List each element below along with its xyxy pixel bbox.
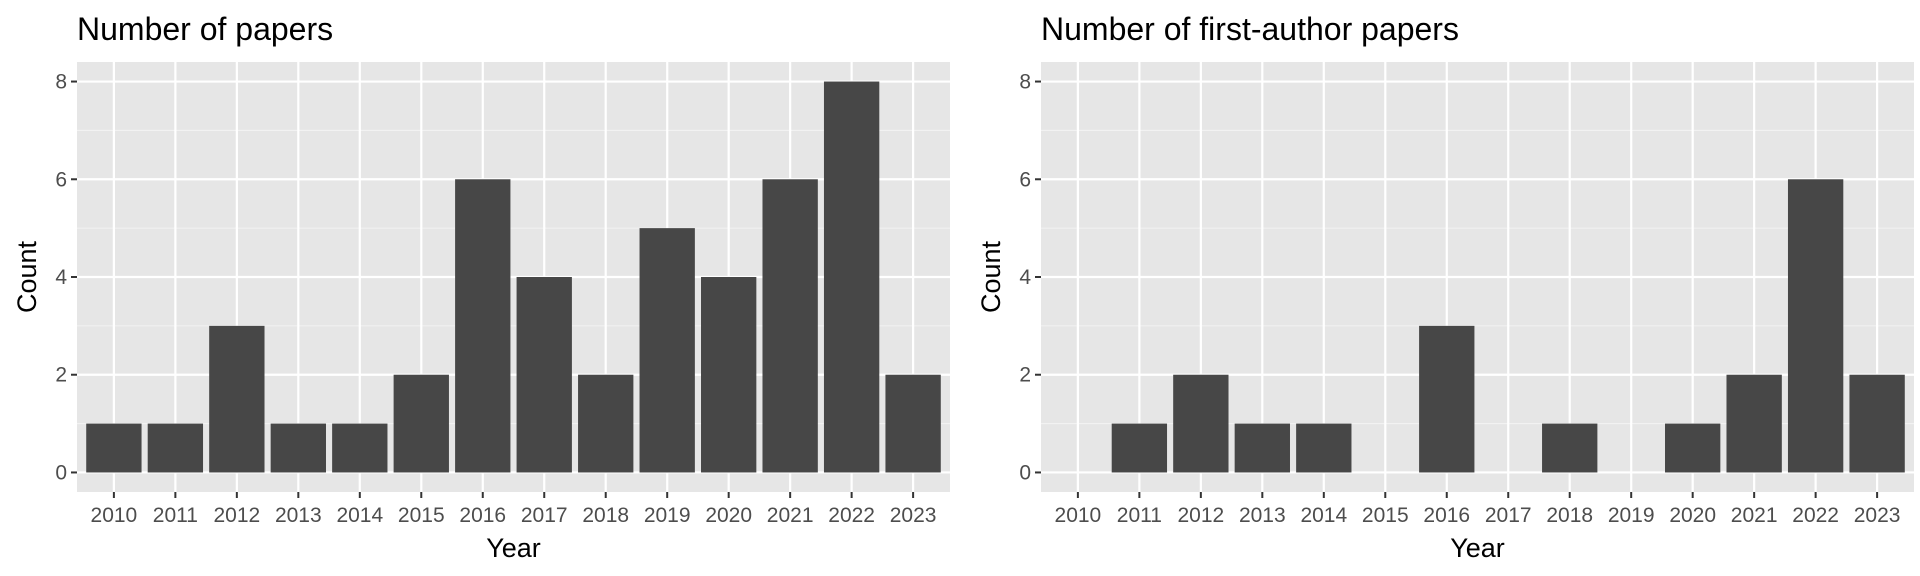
y-tick-label: 4 xyxy=(1019,266,1031,289)
x-tick-label: 2022 xyxy=(1792,504,1839,527)
x-tick-label: 2018 xyxy=(1546,504,1593,527)
chart-papers: 0 2 4 6 8 2010 2011 2012 2013 2014 2015 2016 2017 201… xyxy=(12,11,950,563)
x-tick-label: 2013 xyxy=(1239,504,1286,527)
y-tick-label: 6 xyxy=(55,168,67,191)
y-axis-title: Count xyxy=(976,240,1006,313)
x-tick-label: 2021 xyxy=(1731,504,1778,527)
bar-2014 xyxy=(1296,423,1352,473)
x-axis-title: Year xyxy=(1450,533,1505,563)
x-tick-label: 2014 xyxy=(336,504,383,527)
bar-2022 xyxy=(823,81,880,473)
x-tick-label: 2020 xyxy=(705,504,752,527)
bar-2023 xyxy=(1849,374,1905,473)
bar-2010 xyxy=(86,423,142,473)
chart-title: Number of papers xyxy=(77,11,333,47)
y-tick-label: 4 xyxy=(55,266,67,289)
chart-title: Number of first-author papers xyxy=(1041,11,1459,47)
x-tick-label: 2019 xyxy=(1608,504,1655,527)
x-tick-label: 2010 xyxy=(91,504,138,527)
bar-2012 xyxy=(209,325,265,473)
y-tick-label: 2 xyxy=(1019,364,1031,387)
y-tick-label: 0 xyxy=(55,461,67,484)
bar-2018 xyxy=(578,374,634,473)
x-tick-label: 2017 xyxy=(521,504,568,527)
x-tick-label: 2016 xyxy=(1423,504,1470,527)
bar-2015 xyxy=(393,374,449,473)
bar-2011 xyxy=(1111,423,1168,473)
x-tick-label: 2021 xyxy=(767,504,814,527)
bar-2018 xyxy=(1542,423,1598,473)
x-tick-label: 2015 xyxy=(398,504,445,527)
x-tick-label: 2014 xyxy=(1300,504,1347,527)
x-tick-label: 2016 xyxy=(459,504,506,527)
y-tick-label: 8 xyxy=(1019,71,1031,94)
bar-2013 xyxy=(1234,423,1290,473)
bar-2021 xyxy=(762,179,818,473)
x-tick-label: 2010 xyxy=(1055,504,1102,527)
bar-2011 xyxy=(147,423,204,473)
bar-2021 xyxy=(1726,374,1782,473)
y-tick-label: 2 xyxy=(55,364,67,387)
bar-2012 xyxy=(1173,374,1229,473)
y-axis-title: Count xyxy=(12,240,42,313)
x-tick-label: 2018 xyxy=(582,504,629,527)
chart-first-author-papers: 0 2 4 6 8 2010 2011 2012 2013 2014 2015 2016 2017 201… xyxy=(976,11,1914,563)
x-tick-label: 2023 xyxy=(890,504,937,527)
bar-2023 xyxy=(885,374,941,473)
x-tick-label: 2011 xyxy=(153,504,198,527)
x-tick-label: 2020 xyxy=(1669,504,1716,527)
bar-2016 xyxy=(455,179,511,473)
x-tick-label: 2019 xyxy=(644,504,691,527)
bar-2014 xyxy=(332,423,388,473)
bar-2022 xyxy=(1787,179,1844,473)
bar-2020 xyxy=(1665,423,1721,473)
y-tick-label: 0 xyxy=(1019,461,1031,484)
x-tick-label: 2022 xyxy=(828,504,875,527)
y-tick-label: 6 xyxy=(1019,168,1031,191)
bar-2016 xyxy=(1419,325,1475,473)
y-tick-label: 8 xyxy=(55,71,67,94)
x-tick-label: 2015 xyxy=(1362,504,1409,527)
bar-2013 xyxy=(270,423,326,473)
x-tick-label: 2012 xyxy=(1177,504,1224,527)
x-tick-label: 2017 xyxy=(1485,504,1532,527)
bar-2020 xyxy=(701,277,757,473)
x-axis-title: Year xyxy=(486,533,541,563)
x-tick-label: 2011 xyxy=(1117,504,1162,527)
x-tick-label: 2012 xyxy=(213,504,260,527)
x-tick-label: 2023 xyxy=(1854,504,1901,527)
x-tick-label: 2013 xyxy=(275,504,322,527)
bar-2017 xyxy=(516,277,572,473)
bar-2019 xyxy=(639,228,695,473)
